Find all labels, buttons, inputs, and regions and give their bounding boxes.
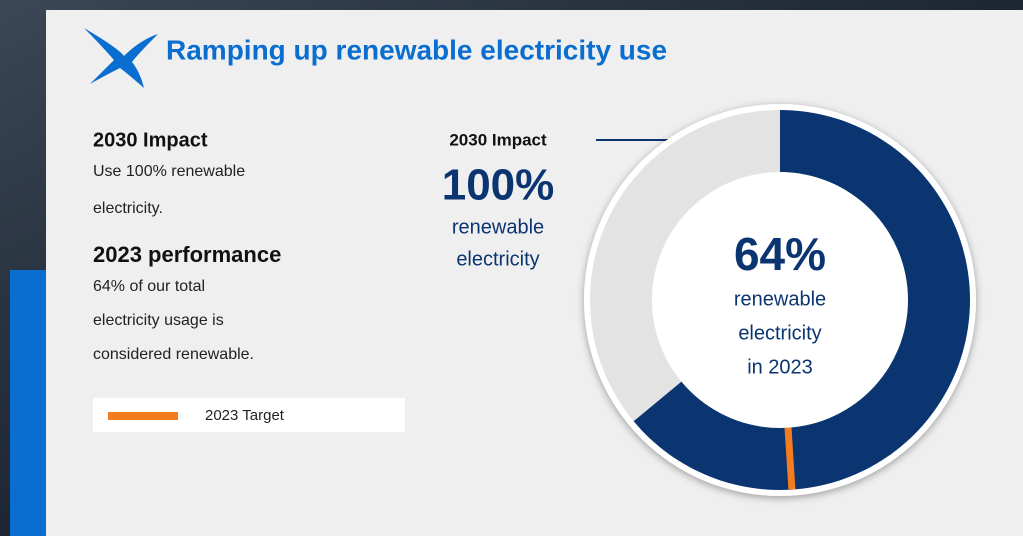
legend-swatch	[108, 412, 178, 420]
performance-text: 64% of our total	[93, 278, 205, 295]
callout-text: renewable	[452, 216, 544, 238]
performance-text: electricity usage is	[93, 312, 224, 329]
center-text: renewable	[734, 288, 826, 310]
performance-heading: 2023 performance	[93, 242, 281, 267]
center-text: in 2023	[747, 356, 813, 378]
target-marker	[784, 423, 796, 490]
callout-value: 100%	[442, 161, 555, 210]
legend-label: 2023 Target	[205, 407, 285, 424]
accent-bar	[10, 270, 46, 536]
center-text: electricity	[738, 322, 821, 344]
donut-hole	[652, 172, 908, 428]
callout-title: 2030 Impact	[449, 130, 547, 149]
impact-heading: 2030 Impact	[93, 129, 208, 151]
impact-text: Use 100% renewable	[93, 163, 245, 180]
callout-text: electricity	[456, 248, 539, 270]
center-value: 64%	[734, 228, 826, 280]
logo-star	[84, 28, 158, 88]
performance-text: considered renewable.	[93, 346, 254, 363]
title: Ramping up renewable electricity use	[166, 34, 667, 65]
impact-text: electricity.	[93, 200, 163, 217]
